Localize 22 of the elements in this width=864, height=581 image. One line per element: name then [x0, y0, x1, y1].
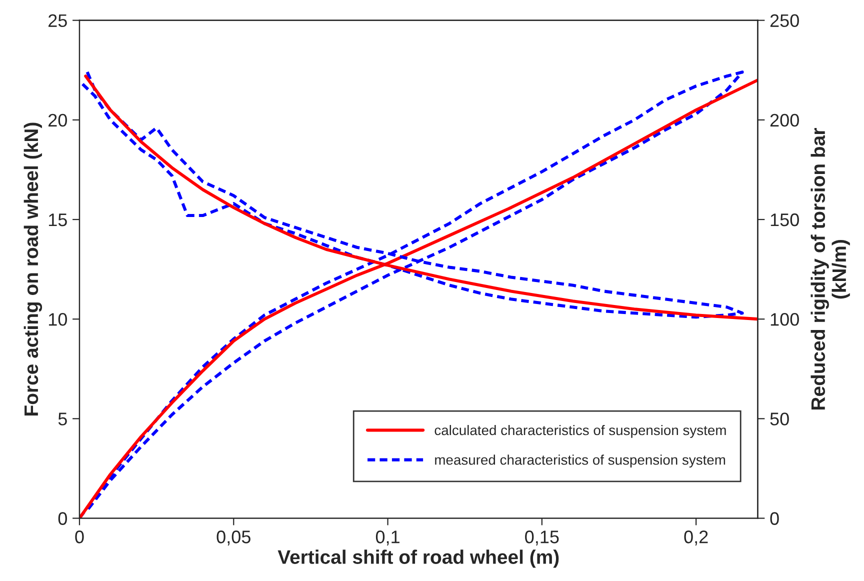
y2-tick-label: 50	[770, 412, 789, 426]
legend-label: measured characteristics of suspension system	[435, 454, 726, 468]
y-tick-label: 20	[48, 114, 67, 127]
legend-label: calculated characteristics of suspension system	[434, 424, 726, 438]
x-tick-label: 0,15	[525, 530, 559, 546]
y2-tick-label: 200	[770, 114, 799, 127]
x-tick-label: 0,1	[376, 530, 400, 546]
y-tick-label: 15	[48, 214, 67, 226]
y2-tick-label: 100	[770, 313, 799, 326]
y2-tick-label: 150	[770, 213, 799, 226]
y-tick-label: 5	[58, 412, 67, 426]
x-tick-label: 0	[75, 530, 84, 544]
y-tick-label: 0	[58, 512, 67, 525]
y-axis-title: Force acting on road wheel (kN)	[24, 122, 42, 416]
x-tick-label: 0,05	[216, 530, 250, 546]
y2-tick-label: 0	[770, 512, 779, 525]
y2-axis-title: Reduced rigidity of torsion bar (kN/m)	[810, 128, 850, 410]
y-tick-label: 10	[48, 313, 67, 326]
y2-tick-label: 250	[770, 14, 799, 28]
x-tick-label: 0,2	[684, 530, 708, 546]
y-tick-label: 25	[48, 14, 67, 28]
x-axis-title: Vertical shift of road wheel (m)	[278, 550, 559, 568]
